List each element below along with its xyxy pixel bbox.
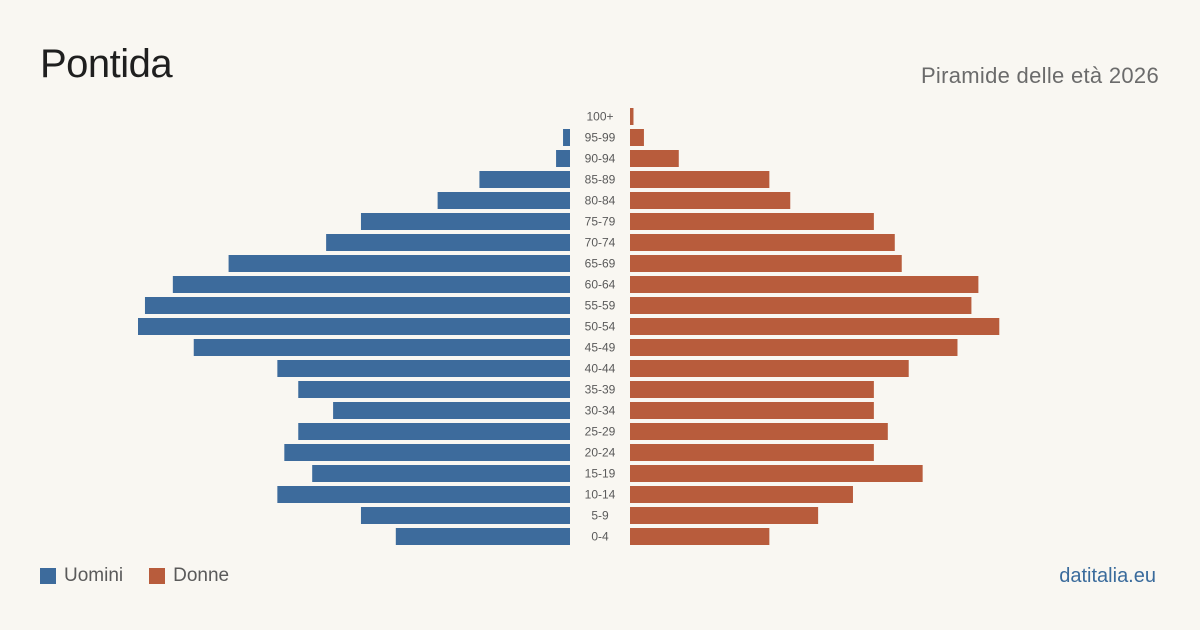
bar-men-0-4 bbox=[395, 528, 570, 545]
age-label-55-59: 55-59 bbox=[585, 299, 616, 313]
bar-men-25-29 bbox=[298, 423, 570, 440]
bar-women-20-24 bbox=[630, 444, 874, 461]
bar-women-70-74 bbox=[630, 234, 895, 251]
legend: Uomini Donne bbox=[40, 565, 255, 587]
bar-women-40-44 bbox=[630, 360, 909, 377]
chart-title: Pontida bbox=[40, 42, 173, 86]
bar-men-30-34 bbox=[333, 402, 570, 419]
bar-men-55-59 bbox=[144, 297, 570, 314]
age-label-60-64: 60-64 bbox=[585, 278, 616, 292]
bar-women-80-84 bbox=[630, 192, 791, 209]
age-label-90-94: 90-94 bbox=[585, 152, 616, 166]
legend-label-women: Donne bbox=[173, 565, 230, 586]
bar-men-5-9 bbox=[360, 507, 570, 524]
bar-women-5-9 bbox=[630, 507, 819, 524]
age-label-10-14: 10-14 bbox=[585, 488, 616, 502]
age-label-45-49: 45-49 bbox=[585, 341, 616, 355]
bar-men-40-44 bbox=[277, 360, 570, 377]
bar-men-90-94 bbox=[556, 150, 570, 167]
bar-men-10-14 bbox=[277, 486, 570, 503]
age-label-75-79: 75-79 bbox=[585, 215, 616, 229]
bar-men-35-39 bbox=[298, 381, 570, 398]
legend-swatch-men bbox=[40, 568, 56, 584]
bar-men-95-99 bbox=[563, 129, 570, 146]
bar-women-95-99 bbox=[630, 129, 644, 146]
legend-label-men: Uomini bbox=[64, 565, 124, 586]
age-label-40-44: 40-44 bbox=[585, 362, 616, 376]
bar-women-85-89 bbox=[630, 171, 770, 188]
bar-women-90-94 bbox=[630, 150, 679, 167]
bar-men-20-24 bbox=[284, 444, 570, 461]
bar-men-85-89 bbox=[479, 171, 570, 188]
bar-women-0-4 bbox=[630, 528, 770, 545]
bar-men-15-19 bbox=[312, 465, 570, 482]
bar-women-35-39 bbox=[630, 381, 874, 398]
age-label-30-34: 30-34 bbox=[585, 404, 616, 418]
bar-women-100plus bbox=[630, 108, 634, 125]
age-label-95-99: 95-99 bbox=[585, 131, 616, 145]
legend-swatch-women bbox=[149, 568, 166, 584]
bar-women-50-54 bbox=[630, 318, 1000, 335]
bar-men-65-69 bbox=[228, 255, 571, 272]
age-label-100plus: 100+ bbox=[586, 110, 613, 124]
bar-women-55-59 bbox=[630, 297, 972, 314]
bar-women-60-64 bbox=[630, 276, 979, 293]
bar-women-10-14 bbox=[630, 486, 853, 503]
age-label-5-9: 5-9 bbox=[591, 509, 609, 523]
age-label-65-69: 65-69 bbox=[585, 257, 616, 271]
age-label-20-24: 20-24 bbox=[585, 446, 616, 460]
bar-men-70-74 bbox=[326, 234, 570, 251]
age-label-70-74: 70-74 bbox=[585, 236, 616, 250]
bar-men-50-54 bbox=[138, 318, 570, 335]
bar-women-15-19 bbox=[630, 465, 923, 482]
chart-subtitle: Piramide delle età 2026 bbox=[920, 63, 1159, 88]
age-label-50-54: 50-54 bbox=[585, 320, 616, 334]
age-label-0-4: 0-4 bbox=[591, 530, 609, 544]
age-label-35-39: 35-39 bbox=[585, 383, 616, 397]
legend-item-women: Donne bbox=[149, 565, 229, 587]
bar-men-60-64 bbox=[172, 276, 570, 293]
bar-men-45-49 bbox=[193, 339, 570, 356]
bar-women-30-34 bbox=[630, 402, 874, 419]
bar-women-25-29 bbox=[630, 423, 888, 440]
brand-link[interactable]: datitalia.eu bbox=[1059, 565, 1156, 587]
age-label-15-19: 15-19 bbox=[585, 467, 616, 481]
bar-women-45-49 bbox=[630, 339, 958, 356]
bar-men-80-84 bbox=[437, 192, 570, 209]
bar-men-75-79 bbox=[360, 213, 570, 230]
bar-women-75-79 bbox=[630, 213, 874, 230]
age-label-85-89: 85-89 bbox=[585, 173, 616, 187]
age-label-80-84: 80-84 bbox=[585, 194, 616, 208]
bar-women-65-69 bbox=[630, 255, 902, 272]
age-label-25-29: 25-29 bbox=[585, 425, 616, 439]
legend-item-men: Uomini bbox=[40, 565, 123, 587]
